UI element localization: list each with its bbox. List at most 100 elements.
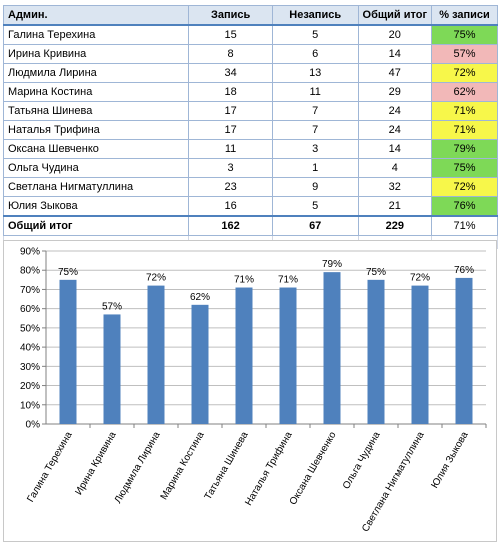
y-tick-label: 20% <box>20 381 40 392</box>
table-row: Наталья Трифина 17 7 24 71% <box>2 120 498 140</box>
cell-zapis[interactable]: 23 <box>188 177 273 197</box>
cell-pct[interactable]: 71% <box>431 120 498 140</box>
bar <box>59 279 77 424</box>
header-zapis[interactable]: Запись <box>188 5 273 26</box>
y-tick-label: 90% <box>20 247 40 258</box>
cell-admin-name[interactable]: Марина Костина <box>2 82 190 102</box>
cell-total[interactable]: 29 <box>357 82 433 102</box>
x-tick-label: Наталья Трифина <box>242 429 294 508</box>
cell-total[interactable]: 14 <box>357 139 433 159</box>
cell-zapis[interactable]: 8 <box>188 44 273 64</box>
cell-zapis[interactable]: 11 <box>188 139 273 159</box>
table-header-row: Админ. Запись Незапись Общий итог % запи… <box>2 5 498 26</box>
cell-admin-name[interactable]: Наталья Трифина <box>2 120 190 140</box>
table-total-row: Общий итог 162 67 229 71% <box>2 215 498 236</box>
cell-nezapis[interactable]: 5 <box>271 24 359 45</box>
y-tick-label: 60% <box>20 304 40 315</box>
cell-pct[interactable]: 75% <box>431 158 498 178</box>
header-total[interactable]: Общий итог <box>357 5 433 26</box>
x-tick-label: Марина Костина <box>159 430 207 502</box>
bar <box>147 285 165 424</box>
cell-total[interactable]: 32 <box>357 177 433 197</box>
x-tick-label: Ирина Кривина <box>73 430 118 497</box>
cell-pct[interactable]: 71% <box>431 101 498 121</box>
bar <box>235 287 253 424</box>
y-tick-label: 0% <box>26 420 41 431</box>
cell-nezapis[interactable]: 5 <box>271 196 359 217</box>
cell-zapis[interactable]: 3 <box>188 158 273 178</box>
table-row: Татьяна Шинева 17 7 24 71% <box>2 101 498 121</box>
cell-pct[interactable]: 62% <box>431 82 498 102</box>
cell-zapis[interactable]: 34 <box>188 63 273 83</box>
cell-nezapis[interactable]: 13 <box>271 63 359 83</box>
cell-admin-name[interactable]: Людмила Лирина <box>2 63 190 83</box>
cell-nezapis[interactable]: 1 <box>271 158 359 178</box>
bar <box>411 285 429 424</box>
cell-nezapis[interactable]: 7 <box>271 120 359 140</box>
cell-total[interactable]: 21 <box>357 196 433 217</box>
data-label: 75% <box>366 267 386 278</box>
cell-nezapis[interactable]: 7 <box>271 101 359 121</box>
x-tick-label: Ольга Чудина <box>341 430 383 492</box>
cell-pct[interactable]: 57% <box>431 44 498 64</box>
y-tick-label: 10% <box>20 400 40 411</box>
y-tick-label: 80% <box>20 266 40 277</box>
data-label: 76% <box>454 265 474 276</box>
cell-total[interactable]: 4 <box>357 158 433 178</box>
x-tick-label: Людмила Лирина <box>113 430 163 506</box>
cell-pct[interactable]: 72% <box>431 177 498 197</box>
data-label: 75% <box>58 267 78 278</box>
cell-pct[interactable]: 72% <box>431 63 498 83</box>
data-label: 72% <box>410 273 430 284</box>
cell-pct[interactable]: 75% <box>431 24 498 45</box>
data-label: 57% <box>102 301 122 312</box>
cell-zapis[interactable]: 18 <box>188 82 273 102</box>
spreadsheet-table: Админ. Запись Незапись Общий итог % запи… <box>2 5 498 249</box>
x-tick-label: Юлия Зыкова <box>429 430 470 491</box>
cell-admin-name[interactable]: Оксана Шевченко <box>2 139 190 159</box>
cell-zapis[interactable]: 15 <box>188 24 273 45</box>
total-zapis[interactable]: 162 <box>188 215 273 236</box>
data-label: 71% <box>278 275 298 286</box>
cell-nezapis[interactable]: 3 <box>271 139 359 159</box>
total-label[interactable]: Общий итог <box>2 215 190 236</box>
cell-total[interactable]: 47 <box>357 63 433 83</box>
data-label: 71% <box>234 275 254 286</box>
cell-nezapis[interactable]: 9 <box>271 177 359 197</box>
cell-pct[interactable]: 79% <box>431 139 498 159</box>
y-tick-label: 70% <box>20 285 40 296</box>
y-tick-label: 30% <box>20 362 40 373</box>
cell-admin-name[interactable]: Татьяна Шинева <box>2 101 190 121</box>
header-admin[interactable]: Админ. <box>2 5 190 26</box>
cell-admin-name[interactable]: Ирина Кривина <box>2 44 190 64</box>
table-row: Людмила Лирина 34 13 47 72% <box>2 63 498 83</box>
cell-total[interactable]: 20 <box>357 24 433 45</box>
data-label: 62% <box>190 292 210 303</box>
cell-pct[interactable]: 76% <box>431 196 498 217</box>
total-pct[interactable]: 71% <box>431 215 498 236</box>
header-pct[interactable]: % записи <box>431 5 498 26</box>
bar-chart: 0% 10% 20% 30% 40% 50% 60% 70% 80% 90% 75% Галина Т… <box>3 240 497 542</box>
data-label: 72% <box>146 273 166 284</box>
cell-admin-name[interactable]: Галина Терехина <box>2 24 190 45</box>
cell-nezapis[interactable]: 6 <box>271 44 359 64</box>
y-tick-label: 50% <box>20 323 40 334</box>
cell-admin-name[interactable]: Ольга Чудина <box>2 158 190 178</box>
data-label: 79% <box>322 259 342 270</box>
bar <box>455 277 473 424</box>
header-nezapis[interactable]: Незапись <box>271 5 359 26</box>
cell-zapis[interactable]: 17 <box>188 101 273 121</box>
cell-total[interactable]: 14 <box>357 44 433 64</box>
cell-zapis[interactable]: 16 <box>188 196 273 217</box>
cell-admin-name[interactable]: Юлия Зыкова <box>2 196 190 217</box>
cell-zapis[interactable]: 17 <box>188 120 273 140</box>
total-total[interactable]: 229 <box>357 215 433 236</box>
total-nezapis[interactable]: 67 <box>271 215 359 236</box>
table-row: Ольга Чудина 3 1 4 75% <box>2 158 498 178</box>
cell-total[interactable]: 24 <box>357 120 433 140</box>
cell-nezapis[interactable]: 11 <box>271 82 359 102</box>
x-tick-label: Татьяна Шинева <box>203 430 251 502</box>
cell-total[interactable]: 24 <box>357 101 433 121</box>
cell-admin-name[interactable]: Светлана Нигматуллина <box>2 177 190 197</box>
table-row: Юлия Зыкова 16 5 21 76% <box>2 196 498 217</box>
